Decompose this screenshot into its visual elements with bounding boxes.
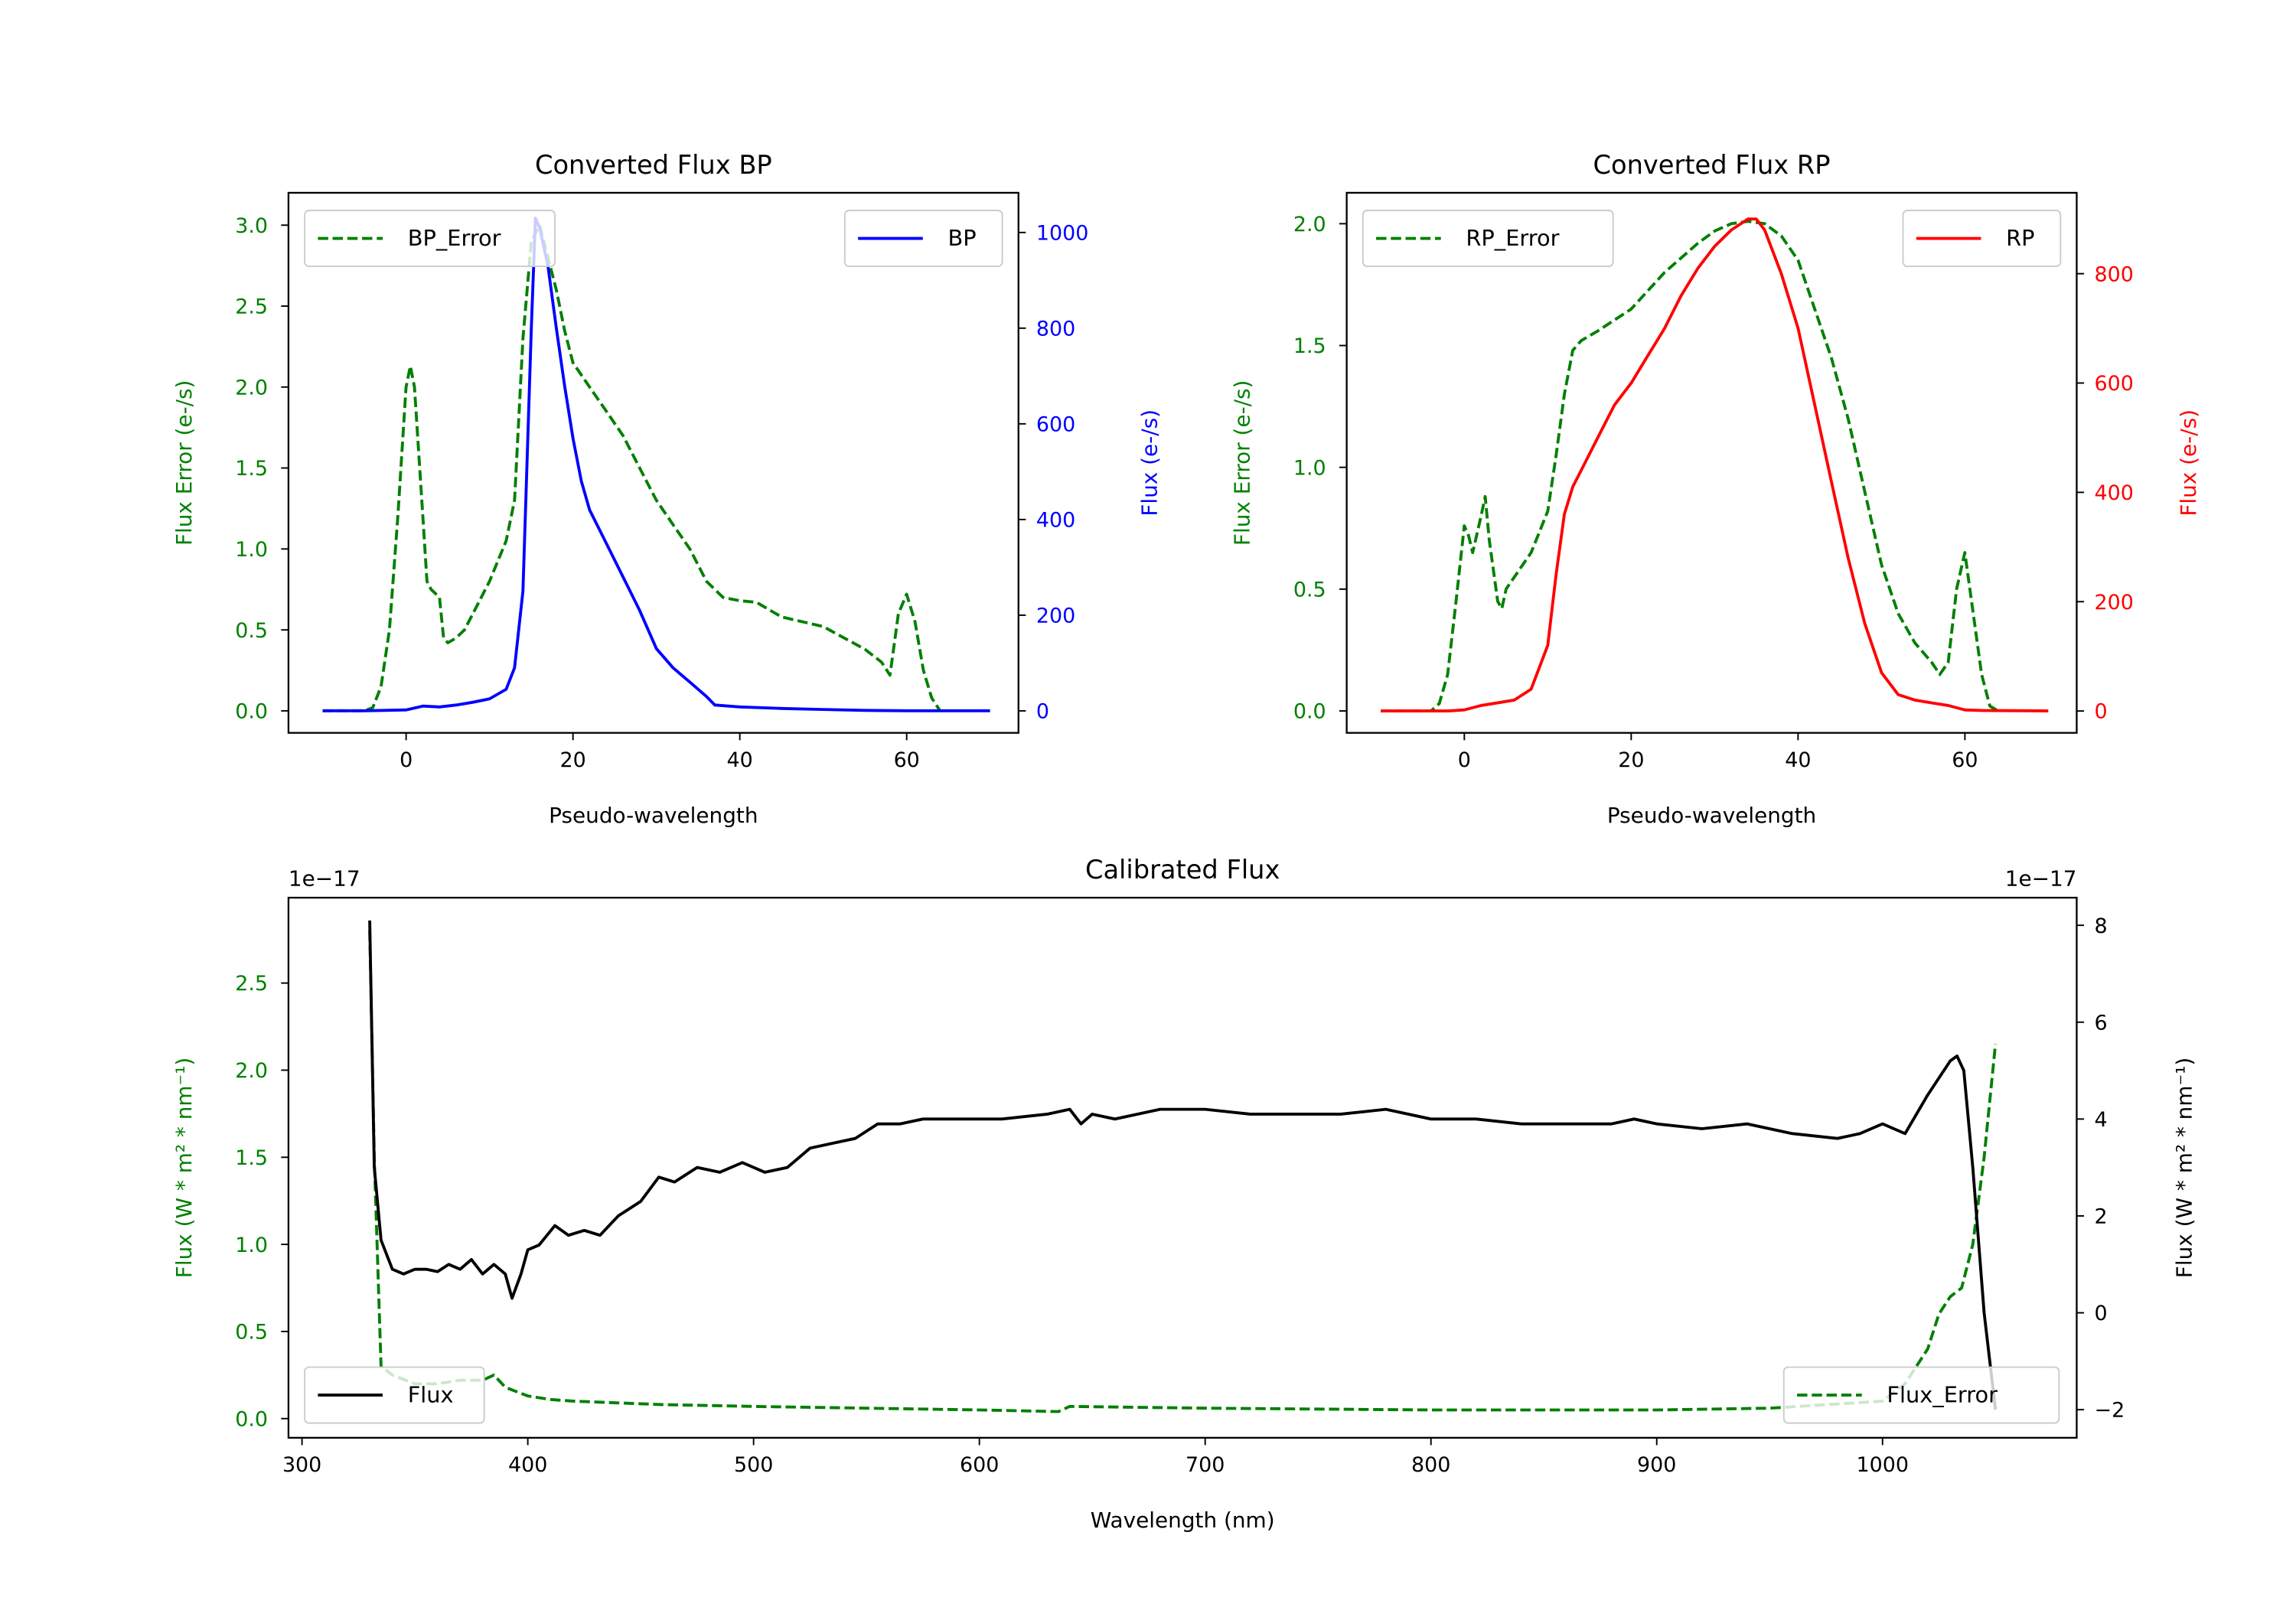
y-right-tick-label: 0 bbox=[1036, 700, 1049, 724]
y-left-tick-label: 1.0 bbox=[235, 538, 268, 562]
y-left-tick-label: 2.5 bbox=[235, 295, 268, 319]
y-left-tick-label: 1.0 bbox=[1293, 456, 1326, 480]
y-right-offset-label: 1e−17 bbox=[2005, 866, 2077, 892]
x-tick-label: 300 bbox=[282, 1453, 321, 1477]
chart-panel-2: Calibrated Flux 300 400 500 600 700 800 900 1000… bbox=[171, 855, 2197, 1533]
axes-frame bbox=[287, 896, 2078, 1439]
y-left-axis-label: Flux Error (e-/s) bbox=[171, 380, 197, 546]
legend-box bbox=[843, 210, 1003, 268]
series-line-flux bbox=[368, 920, 1998, 1410]
y-left-offset-label: 1e−17 bbox=[289, 866, 360, 892]
y-left-tick-label: 2.0 bbox=[235, 376, 268, 399]
axes-frame bbox=[287, 191, 1019, 734]
x-tick-label: 600 bbox=[960, 1453, 999, 1477]
y-right-axis-label: Flux (e-/s) bbox=[2176, 409, 2201, 517]
y-left-axis-label: Flux Error (e-/s) bbox=[1230, 380, 1255, 546]
y-right-tick-label: −2 bbox=[2095, 1399, 2125, 1423]
x-axis-label: Pseudo-wavelength bbox=[549, 803, 758, 828]
y-right-axis-label: Flux (e-/s) bbox=[1137, 409, 1163, 517]
y-right-tick-label: 2 bbox=[2095, 1205, 2108, 1229]
y-right-tick-label: 800 bbox=[2095, 262, 2134, 286]
series-line-rp bbox=[1381, 217, 2049, 712]
y-right-tick-label: 200 bbox=[1036, 605, 1075, 628]
y-right-tick-label: 8 bbox=[2095, 914, 2108, 938]
x-tick-label: 400 bbox=[508, 1453, 547, 1477]
legend-label: Flux_Error bbox=[1887, 1382, 1998, 1408]
series-line-rp-error bbox=[1381, 220, 1999, 712]
legend-rp: RP bbox=[1902, 210, 2062, 268]
x-tick-label: 1000 bbox=[1857, 1453, 1909, 1477]
legend-flux: Flux bbox=[304, 1366, 485, 1424]
y-left-tick-label: 1.5 bbox=[235, 457, 268, 481]
y-right-tick-label: 400 bbox=[1036, 509, 1075, 533]
legend-label: BP bbox=[947, 225, 976, 251]
legend-box bbox=[1902, 210, 2062, 268]
y-left-tick-label: 3.0 bbox=[235, 214, 268, 238]
legend-box bbox=[1362, 210, 1614, 268]
legend-bp: BP bbox=[843, 210, 1003, 268]
x-tick-label: 500 bbox=[734, 1453, 773, 1477]
y-left-tick-label: 0.0 bbox=[235, 1407, 268, 1431]
y-left-tick-label: 2.0 bbox=[1293, 213, 1326, 236]
y-left-tick-label: 0.5 bbox=[235, 619, 268, 643]
y-left-tick-label: 2.5 bbox=[235, 972, 268, 996]
legend-label: RP_Error bbox=[1466, 225, 1559, 251]
chart-panel-0: Converted Flux BP 0 20 40 60 Pseudo-wavelengt… bbox=[171, 150, 1163, 828]
x-tick-label: 40 bbox=[727, 748, 753, 772]
y-left-axis-label: Flux (W * m² * nm⁻¹) bbox=[171, 1058, 197, 1278]
series-line-bp-error bbox=[322, 223, 941, 712]
x-tick-label: 40 bbox=[1785, 748, 1811, 772]
chart-title: Converted Flux BP bbox=[535, 150, 772, 180]
y-left-tick-label: 1.5 bbox=[1293, 334, 1326, 358]
y-left-tick-label: 2.0 bbox=[235, 1059, 268, 1083]
series-line-flux-error bbox=[368, 931, 1998, 1413]
x-axis-label: Wavelength (nm) bbox=[1091, 1508, 1275, 1533]
y-left-tick-label: 1.0 bbox=[235, 1234, 268, 1257]
chart-title: Calibrated Flux bbox=[1085, 855, 1280, 885]
chart-panel-1: Converted Flux RP 0 20 40 60 Pseudo-wavelengt… bbox=[1230, 150, 2202, 828]
y-right-axis-label: Flux (W * m² * nm⁻¹) bbox=[2171, 1058, 2197, 1278]
y-left-tick-label: 1.5 bbox=[235, 1146, 268, 1170]
y-right-tick-label: 600 bbox=[2095, 372, 2134, 396]
y-right-tick-label: 1000 bbox=[1036, 221, 1088, 245]
y-right-tick-label: 0 bbox=[2095, 700, 2108, 724]
legend-label: RP bbox=[2006, 225, 2034, 251]
x-tick-label: 0 bbox=[1458, 748, 1471, 772]
x-tick-label: 700 bbox=[1186, 1453, 1225, 1477]
legend-box bbox=[304, 210, 556, 268]
y-right-tick-label: 600 bbox=[1036, 412, 1075, 436]
axes-frame bbox=[1345, 191, 2078, 734]
y-left-tick-label: 0.5 bbox=[1293, 578, 1326, 601]
x-tick-label: 800 bbox=[1411, 1453, 1450, 1477]
y-right-tick-label: 200 bbox=[2095, 591, 2134, 614]
x-axis-label: Pseudo-wavelength bbox=[1607, 803, 1816, 828]
x-tick-label: 0 bbox=[400, 748, 413, 772]
y-right-tick-label: 4 bbox=[2095, 1108, 2108, 1132]
x-tick-label: 60 bbox=[1952, 748, 1978, 772]
y-left-tick-label: 0.0 bbox=[235, 700, 268, 724]
legend-box bbox=[1782, 1366, 2060, 1424]
y-right-tick-label: 6 bbox=[2095, 1011, 2108, 1035]
x-tick-label: 60 bbox=[894, 748, 920, 772]
y-left-tick-label: 0.0 bbox=[1293, 700, 1326, 724]
legend-rp-error: RP_Error bbox=[1362, 210, 1614, 268]
x-tick-label: 20 bbox=[560, 748, 586, 772]
y-right-tick-label: 800 bbox=[1036, 317, 1075, 341]
y-left-tick-label: 0.5 bbox=[235, 1321, 268, 1345]
chart-title: Converted Flux RP bbox=[1593, 150, 1831, 180]
legend-box bbox=[304, 1366, 485, 1424]
x-tick-label: 20 bbox=[1618, 748, 1644, 772]
y-right-tick-label: 0 bbox=[2095, 1302, 2108, 1325]
series-line-bp bbox=[322, 217, 990, 712]
legend-bp-error: BP_Error bbox=[304, 210, 556, 268]
legend-label: Flux bbox=[408, 1382, 454, 1408]
y-right-tick-label: 400 bbox=[2095, 481, 2134, 505]
x-tick-label: 900 bbox=[1637, 1453, 1676, 1477]
legend-flux-error: Flux_Error bbox=[1782, 1366, 2060, 1424]
legend-label: BP_Error bbox=[408, 225, 501, 251]
